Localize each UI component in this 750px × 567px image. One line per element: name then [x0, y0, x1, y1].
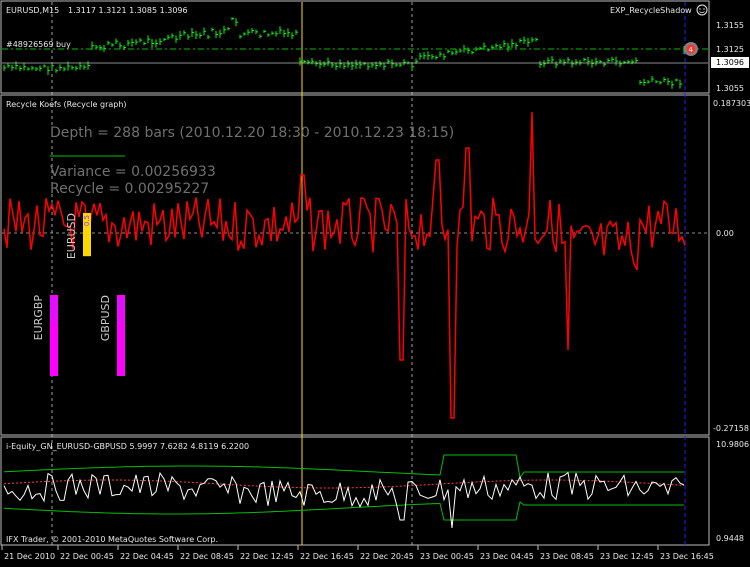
recycle-line [3, 111, 686, 419]
smiley-icon[interactable] [696, 4, 708, 16]
time-label: 23 Dec 16:45 [660, 552, 714, 561]
time-label: 23 Dec 12:45 [600, 552, 654, 561]
recycle-panel[interactable] [0, 94, 710, 436]
symbol-bar[interactable] [50, 295, 58, 376]
price-tick-2: 1.3125 [716, 45, 744, 54]
current-price-label: 1.3096 [716, 58, 744, 67]
equity-tick-bottom: 0.9448 [716, 534, 744, 543]
equity-line [3, 471, 685, 529]
recycle-value-text: Recycle = 0.00295227 [50, 181, 209, 197]
equity-band-upper [3, 454, 684, 479]
order-label[interactable]: #48926569 buy [6, 40, 71, 49]
expert-name: EXP_RecycleShadow [610, 6, 692, 15]
main-chart-panel[interactable] [0, 0, 710, 94]
variance-text: Variance = 0.00256933 [50, 164, 216, 180]
order-marker-icon[interactable]: 4 [684, 42, 698, 56]
symbol-bars: EURGBP 0.8099 EURUSD 0.5 GBPUSD 0.7360 [32, 213, 125, 376]
time-label: 23 Dec 00:45 [420, 552, 474, 561]
time-label: 22 Dec 12:45 [240, 552, 294, 561]
symbol-label: EURGBP [32, 295, 45, 341]
symbol-value: 0.7360 [117, 297, 125, 322]
recycle-tick-zero: 0.00 [716, 229, 734, 238]
current-price-box [711, 57, 749, 68]
recycle-tick-top: 0.187303 [713, 99, 750, 108]
time-label: 22 Dec 04:45 [120, 552, 174, 561]
equity-band-lower [3, 501, 684, 521]
price-bars [3, 17, 690, 89]
recycle-tick-bottom: -0.27158 [713, 424, 749, 433]
symbol-label: EURUSD [65, 213, 78, 259]
depth-text: Depth = 288 bars (2010.12.20 18:30 - 201… [50, 125, 454, 141]
time-axis: 21 Dec 2010 22 Dec 00:45 22 Dec 04:45 22 De… [1, 545, 714, 561]
time-label: 22 Dec 00:45 [60, 552, 114, 561]
symbol-value: 0.5 [83, 215, 91, 226]
vertical-gridlines [51, 2, 413, 545]
time-label: 22 Dec 16:45 [300, 552, 354, 561]
time-label: 22 Dec 08:45 [180, 552, 234, 561]
time-label: 23 Dec 08:45 [540, 552, 594, 561]
symbol-value: 0.8099 [50, 297, 58, 322]
equity-title: i-Equity_GN_EURUSD-GBPUSD 5.9997 7.6282 … [6, 442, 249, 451]
equity-tick-top: 10.9806 [716, 440, 749, 449]
time-label: 21 Dec 2010 [4, 552, 55, 561]
time-label: 23 Dec 04:45 [480, 552, 534, 561]
symbol-bar[interactable] [83, 213, 91, 257]
price-tick-3: 1.3055 [716, 84, 744, 93]
equity-panel[interactable] [0, 436, 710, 546]
copyright-text: IFX Trader, © 2001-2010 MetaQuotes Softw… [6, 535, 218, 544]
ohlc-values: 1.3117 1.3121 1.3085 1.3096 [68, 6, 188, 15]
recycle-title: Recycle Koefs (Recycle graph) [6, 100, 127, 109]
time-label: 22 Dec 20:45 [360, 552, 414, 561]
svg-text:4: 4 [689, 46, 694, 54]
price-tick-1: 1.3155 [716, 21, 744, 30]
equity-mid-line [3, 479, 685, 489]
symbol-bar[interactable] [117, 295, 125, 376]
main-chart-title: EURUSD,M15 [6, 6, 59, 15]
symbol-label: GBPUSD [99, 295, 112, 341]
